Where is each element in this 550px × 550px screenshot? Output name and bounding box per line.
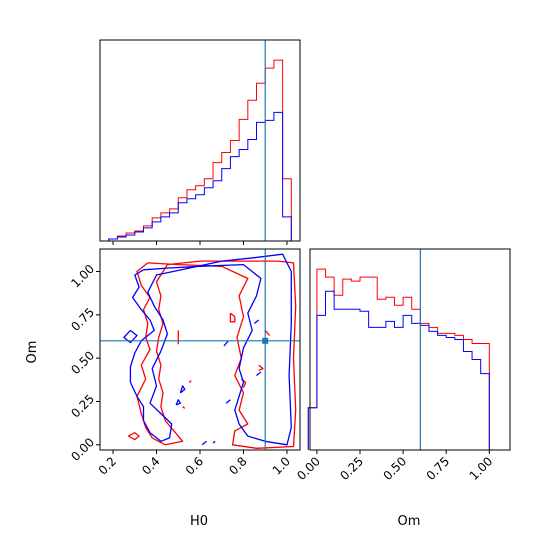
om-histogram-panel: 0.00 0.25 0.50 0.75 1.00 (294, 248, 511, 483)
contour-line (212, 440, 216, 444)
histogram-step-line (307, 268, 498, 451)
contour-panel-frame (99, 248, 301, 451)
h0-histogram-frame (99, 39, 301, 242)
contour-line (175, 399, 182, 406)
contour-line (256, 371, 262, 377)
om-histogram-frame (309, 248, 511, 451)
om-hist-xtick-label: 0.75 (424, 454, 453, 483)
om-hist-xtick-label: 0.50 (380, 454, 409, 483)
histogram-step-line (108, 111, 292, 241)
h0-xtick-label: 0.6 (183, 454, 206, 477)
contour-line (188, 380, 192, 383)
contour-line (179, 385, 186, 394)
contour-line (201, 440, 207, 446)
h0-xtick-label: 0.4 (139, 454, 162, 477)
axis-labels: H0 Om Om (25, 341, 420, 529)
truth-marker (262, 337, 269, 344)
om-axis-label: Om (398, 514, 421, 529)
h0-om-contour-panel: 0.2 0.4 0.6 0.8 1.0 0.00 0.25 0.50 0.75 1.00 (68, 248, 301, 478)
histogram-step-line (307, 290, 498, 451)
contour-line (129, 253, 292, 446)
contour-line (123, 329, 138, 344)
om-y-axis-label: Om (25, 341, 40, 364)
contour-line (182, 406, 186, 409)
histogram-step-line (108, 59, 292, 241)
contour-line (229, 312, 236, 323)
contour-line (127, 432, 140, 441)
om-ytick-label: 0.00 (68, 435, 97, 464)
om-ytick-label: 0.75 (68, 305, 97, 334)
om-ytick-label: 1.00 (68, 262, 97, 291)
contour-line (264, 329, 271, 337)
contour-line (223, 340, 229, 347)
contour-line (253, 319, 260, 325)
h0-xtick-label: 0.8 (226, 454, 249, 477)
h0-xtick-label: 0.2 (96, 454, 119, 477)
om-ytick-label: 0.25 (68, 392, 97, 421)
om-ytick-label: 0.50 (68, 348, 97, 377)
om-hist-xtick-label: 0.25 (337, 454, 366, 483)
contour-line (225, 399, 231, 404)
h0-axis-label: H0 (190, 514, 208, 529)
contour-line (258, 364, 264, 371)
contour-line (136, 260, 297, 449)
om-hist-xtick-label: 1.00 (467, 454, 496, 483)
h0-histogram-panel (99, 39, 301, 245)
h0-xtick-label: 1.0 (270, 454, 293, 477)
om-hist-xtick-label: 0.00 (294, 454, 323, 483)
